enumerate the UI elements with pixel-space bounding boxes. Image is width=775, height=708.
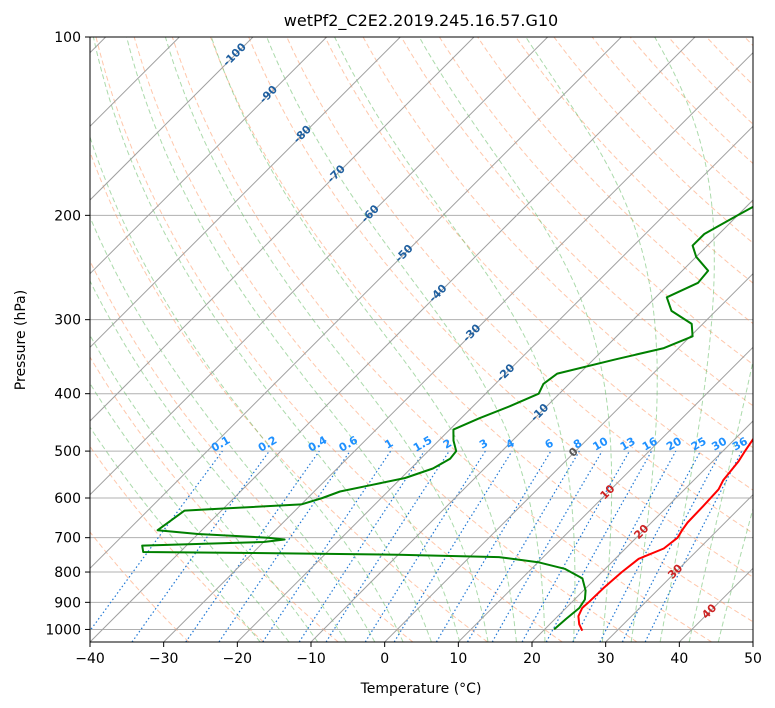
plot-frame: [89, 36, 754, 643]
isotherm-line: [90, 37, 549, 496]
moist-adiabat-line: [90, 382, 290, 642]
chart-title: wetPf2_C2E2.2019.245.16.57.G10: [284, 11, 558, 31]
mixing-ratio-line: [521, 450, 631, 642]
moist-adiabat-line: [334, 37, 576, 642]
isotherm-line: [90, 37, 475, 422]
isotherm-line: [90, 37, 401, 349]
x-tick-label: 50: [744, 651, 762, 667]
isotherm-line: [310, 199, 753, 642]
x-axis-ticks: −40 −30 −20 −10 0 10 20 30 40 50: [75, 642, 762, 667]
mixing-ratio-line: [90, 450, 223, 632]
isotherm-line: [90, 37, 622, 570]
isotherm-line: [90, 37, 254, 201]
moist-adiabat-line: [126, 37, 461, 642]
isotherm-line: [90, 37, 328, 275]
mixing-ratio-line: [131, 450, 270, 642]
moist-adiabat-line: [525, 37, 658, 642]
plot-background: [90, 37, 753, 642]
mixing-ratio-line: [262, 450, 392, 642]
moist-adiabat-line: [688, 358, 753, 642]
x-tick-label: 10: [449, 651, 467, 667]
mixing-ratio-line: [545, 450, 653, 642]
y-tick-label: 200: [54, 208, 81, 224]
moist-adiabats: [90, 37, 753, 642]
x-tick-label: −20: [223, 651, 253, 667]
mixing-ratio-line: [644, 450, 743, 642]
y-tick-label: 100: [54, 30, 81, 46]
dry-adiabat-line: [171, 37, 712, 642]
mixing-ratio-line: [393, 450, 513, 642]
dry-adiabat-line: [133, 37, 638, 642]
y-axis-ticks: 100 200 300 400 500 600 700 800 900 1000: [45, 30, 90, 638]
dry-adiabat-line: [438, 37, 753, 366]
mixing-ratio-line: [572, 450, 677, 642]
dry-adiabat-line: [324, 37, 753, 491]
isotherm-line: [457, 346, 753, 642]
profile-lines: [141, 205, 753, 632]
y-tick-label: 700: [54, 531, 81, 547]
dry-adiabat-line: [90, 356, 339, 642]
y-tick-label: 600: [54, 491, 81, 507]
temperature-line: [577, 437, 753, 632]
y-tick-label: 300: [54, 313, 81, 329]
moist-adiabat-line: [92, 37, 432, 642]
dry-adiabat-line: [248, 37, 753, 578]
moist-adiabat-line: [90, 334, 319, 642]
y-tick-label: 500: [54, 444, 81, 460]
x-tick-label: 0: [380, 651, 389, 667]
y-tick-label: 1000: [45, 622, 81, 638]
dry-adiabat-line: [90, 445, 264, 642]
y-tick-label: 800: [54, 565, 81, 581]
isotherm-line: [236, 125, 753, 642]
dry-adiabat-line: [95, 37, 563, 642]
x-tick-label: −30: [149, 651, 179, 667]
isotherm-line: [605, 493, 753, 642]
gridlines: [90, 37, 753, 630]
mixing-ratio-line: [298, 450, 425, 642]
dry-adiabat-line: [90, 531, 190, 642]
y-axis-label: Pressure (hPa): [13, 290, 29, 390]
moist-adiabat-line: [90, 135, 404, 642]
mixing-ratio-line: [185, 450, 320, 642]
y-tick-label: 400: [54, 387, 81, 403]
moist-adiabat-line: [210, 37, 517, 642]
mixing-ratio-line: [218, 450, 351, 642]
moist-adiabat-line: [90, 215, 376, 642]
x-axis-label: Temperature (°C): [360, 681, 482, 697]
moist-adiabat-line: [164, 37, 489, 642]
x-tick-label: −10: [296, 651, 326, 667]
dry-adiabat-line: [400, 37, 753, 407]
dry-adiabat-line: [90, 150, 488, 642]
x-tick-label: 30: [597, 651, 615, 667]
dry-adiabat-line: [515, 37, 753, 284]
x-tick-label: 20: [523, 651, 541, 667]
moist-adiabat-line: [266, 37, 546, 642]
x-tick-label: −40: [75, 651, 105, 667]
moist-adiabat-line: [654, 37, 715, 642]
moist-adiabat-line: [90, 426, 261, 642]
isotherm-line: [531, 420, 753, 642]
x-tick-label: 40: [670, 651, 688, 667]
mixing-ratio-line: [325, 450, 450, 642]
y-tick-label: 900: [54, 595, 81, 611]
mixing-ratio-lines: [90, 450, 743, 642]
dry-adiabat-line: [210, 37, 753, 623]
isotherm-line: [90, 37, 696, 642]
moist-adiabat-line: [717, 506, 753, 642]
isotherm-line: [752, 641, 753, 642]
moist-adiabat-line: [418, 37, 613, 642]
dewpoint-line: [141, 205, 753, 631]
